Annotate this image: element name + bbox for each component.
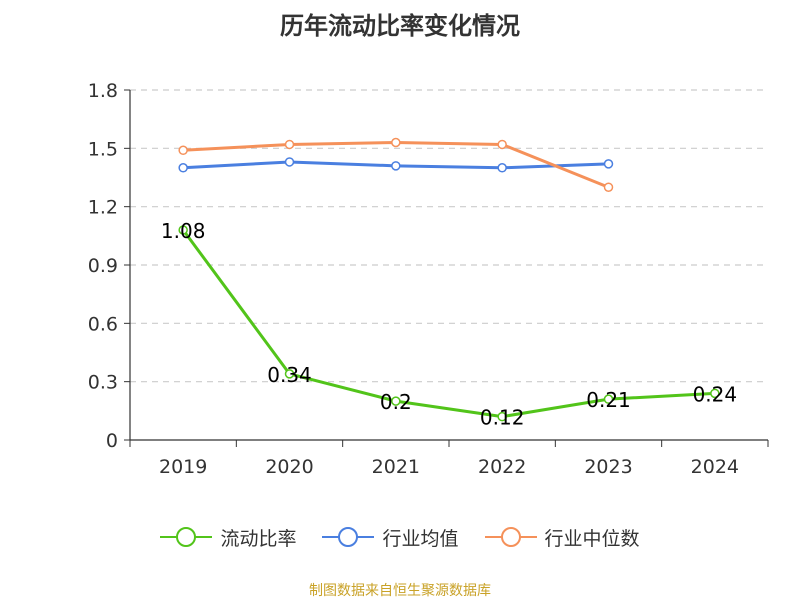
y-tick-label: 1.8 <box>88 80 118 102</box>
legend-item-0[interactable]: 流动比率 <box>160 524 296 551</box>
data-point <box>497 163 507 173</box>
data-label: 1.08 <box>161 219 206 243</box>
legend-item-2[interactable]: 行业中位数 <box>484 524 640 551</box>
legend-circle <box>338 527 359 547</box>
x-tick-label: 2021 <box>372 456 420 478</box>
x-tick-label: 2024 <box>691 456 739 478</box>
legend-circle <box>176 527 197 547</box>
y-tick-label: 1.2 <box>88 197 118 219</box>
y-tick-label: 0.6 <box>88 313 118 335</box>
data-label: 0.12 <box>480 406 525 430</box>
y-tick-label: 1.5 <box>88 138 118 160</box>
series-lines <box>178 137 720 422</box>
data-point <box>178 145 188 156</box>
data-point <box>603 159 614 169</box>
data-label: 0.21 <box>586 388 631 412</box>
series-line-0 <box>181 229 715 419</box>
data-label: 0.24 <box>693 382 738 406</box>
legend-line-circle-icon <box>160 527 213 547</box>
x-tick-label: 2019 <box>159 456 207 478</box>
data-point <box>391 161 401 171</box>
data-point <box>284 369 295 379</box>
data-point <box>284 157 295 167</box>
y-tick-label: 0 <box>106 430 118 452</box>
data-point <box>497 139 507 150</box>
legend-label: 行业均值 <box>382 527 459 550</box>
data-point <box>391 396 401 406</box>
data-point <box>391 137 401 148</box>
legend-line-circle-icon <box>322 527 375 547</box>
data-labels: 1.08 0.34 0.2 0.12 0.21 0.24 <box>161 219 737 430</box>
legend-line-circle-icon <box>484 527 537 547</box>
data-point <box>603 394 614 404</box>
data-point <box>178 225 188 235</box>
data-label: 0.34 <box>267 363 312 387</box>
data-point <box>497 411 507 422</box>
y-tick-label: 0.9 <box>88 255 118 277</box>
x-tick-label: 2022 <box>478 456 526 478</box>
legend-item-1[interactable]: 行业均值 <box>322 524 459 551</box>
legend-label: 行业中位数 <box>544 527 640 550</box>
x-tick-label: 2020 <box>265 456 313 478</box>
chart-title: 历年流动比率变化情况 <box>280 12 520 40</box>
data-point <box>178 163 188 173</box>
y-tick-label: 0.3 <box>88 372 118 394</box>
legend-circle <box>500 527 521 547</box>
data-point <box>710 388 720 399</box>
source-note: 制图数据来自恒生聚源数据库 <box>309 583 491 599</box>
grid-lines <box>130 89 768 383</box>
x-tick-label: 2023 <box>584 456 632 478</box>
data-point <box>284 139 295 150</box>
data-label: 0.2 <box>380 390 412 414</box>
legend: 流动比率 行业均值 行业中位数 <box>0 520 800 554</box>
data-point <box>603 182 614 192</box>
legend-label: 流动比率 <box>220 527 297 550</box>
axes: 0 0.3 0.6 0.9 1.2 1.5 1.8 2019 2020 2021 2022 2023 2… <box>88 80 769 478</box>
